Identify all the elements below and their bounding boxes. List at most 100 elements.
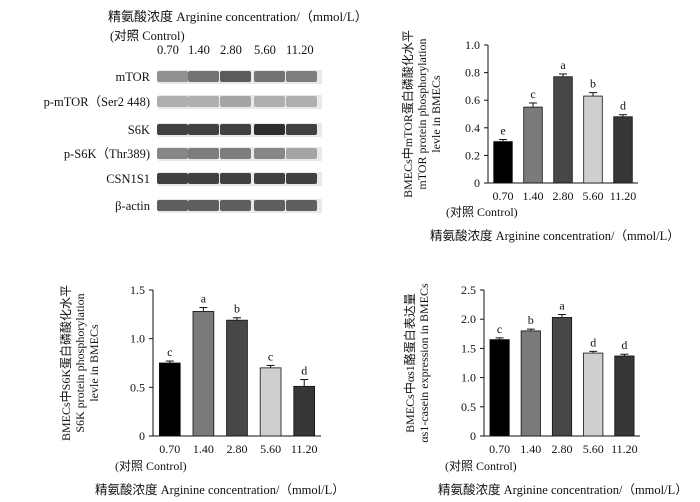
blot-band xyxy=(157,71,188,82)
significance-letter: b xyxy=(528,313,534,327)
x-tick-label: 0.70 xyxy=(159,442,180,456)
blot-band xyxy=(157,124,188,135)
blot-band xyxy=(286,96,317,107)
blot-row-label: β-actin xyxy=(115,199,150,213)
bar xyxy=(614,355,635,437)
x-tick-label: 5.60 xyxy=(260,442,281,456)
x-tick-label: 11.20 xyxy=(611,442,638,456)
x-axis-title: 精氨酸浓度 Arginine concentration/（mmol/L） xyxy=(95,482,345,497)
significance-letter: d xyxy=(621,338,627,352)
y-tick-label: 2.5 xyxy=(461,283,476,297)
significance-letter: c xyxy=(167,345,172,359)
y-axis-title-line: S6K protein phosphorylation xyxy=(73,293,87,432)
y-tick-label: 0 xyxy=(139,429,145,443)
blot-band xyxy=(286,71,317,82)
bar xyxy=(583,352,604,437)
y-tick-label: 1.0 xyxy=(465,38,480,52)
x-axis-title: 精氨酸浓度 Arginine concentration/（mmol/L） xyxy=(438,482,688,497)
blot-concentration-label: 0.70 xyxy=(157,43,179,57)
blot-title: 精氨酸浓度 Arginine concentration/（mmol/L） xyxy=(108,9,368,24)
blot-band xyxy=(220,148,251,159)
blot-row-label: p-mTOR（Ser2 448) xyxy=(43,95,150,109)
blot-band xyxy=(188,96,219,107)
blot-band xyxy=(188,124,219,135)
y-tick-label: 0 xyxy=(470,429,476,443)
blot-band xyxy=(286,124,317,135)
x-tick-label: 1.40 xyxy=(523,189,544,203)
blot-concentration-label: 11.20 xyxy=(286,43,314,57)
western-blot-panel: 精氨酸浓度 Arginine concentration/（mmol/L） (对… xyxy=(0,0,368,230)
y-tick-label: 0.4 xyxy=(465,121,480,135)
y-tick-label: 0.2 xyxy=(465,148,480,162)
bar xyxy=(523,106,543,184)
x-tick-label: 5.60 xyxy=(583,442,604,456)
blot-band xyxy=(254,96,285,107)
blot-row-label: p-S6K（Thr389) xyxy=(63,147,150,161)
x-axis-title: 精氨酸浓度 Arginine concentration/（mmol/L） xyxy=(430,228,680,243)
blot-row-label: CSN1S1 xyxy=(106,172,150,186)
y-tick-label: 1.5 xyxy=(130,283,145,297)
y-tick-label: 1.0 xyxy=(461,371,476,385)
y-axis-title-line: αs1-casein expression in BMECs xyxy=(417,283,431,443)
x-control-label: (对照 Control) xyxy=(445,459,517,473)
blot-band xyxy=(188,148,219,159)
x-control-label: (对照 Control) xyxy=(115,459,187,473)
blot-concentration-label: 1.40 xyxy=(188,43,210,57)
y-tick-label: 0.5 xyxy=(130,380,145,394)
x-tick-label: 2.80 xyxy=(553,189,574,203)
blot-band xyxy=(157,200,188,211)
blot-control-label: (对照 Control) xyxy=(110,29,185,43)
blot-band xyxy=(254,148,285,159)
significance-letter: d xyxy=(301,364,307,378)
blot-strip xyxy=(157,147,322,161)
blot-band xyxy=(157,148,188,159)
bar-chart-2: 0 0.5 1.0 1.5 2.0 2.5 c 0.70 b 1.40 a 2.80 d 5.60 d 11.… xyxy=(402,283,688,497)
y-tick-label: 1.0 xyxy=(130,332,145,346)
blot-band xyxy=(286,148,317,159)
x-tick-label: 5.60 xyxy=(583,189,604,203)
y-tick-label: 0.5 xyxy=(461,400,476,414)
blot-strip xyxy=(157,123,322,137)
y-axis-title-line: mTOR protein phosphorylation xyxy=(415,38,429,189)
blot-row-label: mTOR xyxy=(115,70,151,84)
blot-band xyxy=(254,173,285,184)
x-tick-label: 2.80 xyxy=(552,442,573,456)
bar xyxy=(158,362,181,437)
blot-band xyxy=(220,173,251,184)
bar xyxy=(192,311,215,437)
blot-band xyxy=(220,124,251,135)
bar xyxy=(259,367,282,437)
y-axis-title-line: BMECs中αs1酪蛋白表达量 xyxy=(402,293,417,433)
bar xyxy=(613,116,633,184)
bar-chart-1: 0 0.5 1.0 1.5 c 0.70 a 1.40 b 2.80 c 5.60 d 11.20 (对照 … xyxy=(58,283,345,497)
blot-band xyxy=(188,173,219,184)
bar xyxy=(226,319,248,437)
blot-strip xyxy=(157,172,322,186)
blot-band xyxy=(254,124,285,135)
x-tick-label: 11.20 xyxy=(291,442,318,456)
bar xyxy=(489,339,510,437)
significance-letter: b xyxy=(234,302,240,316)
significance-letter: a xyxy=(560,58,566,72)
y-axis-title-line: BMECs中S6K蛋白磷酸化水平 xyxy=(58,285,73,441)
significance-letter: c xyxy=(497,322,502,336)
blot-row-label: S6K xyxy=(127,123,150,137)
blot-band xyxy=(254,71,285,82)
x-control-label: (对照 Control) xyxy=(446,205,518,219)
bar xyxy=(493,141,513,184)
y-axis-title-line: levle in BMECs xyxy=(429,75,443,153)
bar xyxy=(551,317,573,437)
significance-letter: e xyxy=(500,124,505,138)
bar xyxy=(293,385,316,437)
x-tick-label: 0.70 xyxy=(489,442,510,456)
bar-chart-0: 0 0.2 0.4 0.6 0.8 1.0 e 0.70 c 1.40 a 2.80 b 5.60 d 11.… xyxy=(400,30,680,243)
blot-band xyxy=(188,71,219,82)
blot-band xyxy=(188,200,219,211)
blot-band xyxy=(220,71,251,82)
bar xyxy=(583,95,603,184)
x-tick-label: 1.40 xyxy=(520,442,541,456)
blot-band xyxy=(220,96,251,107)
y-axis-title-line: BMECs中mTOR蛋白磷酸化水平 xyxy=(400,30,415,198)
blot-strip xyxy=(157,199,322,213)
